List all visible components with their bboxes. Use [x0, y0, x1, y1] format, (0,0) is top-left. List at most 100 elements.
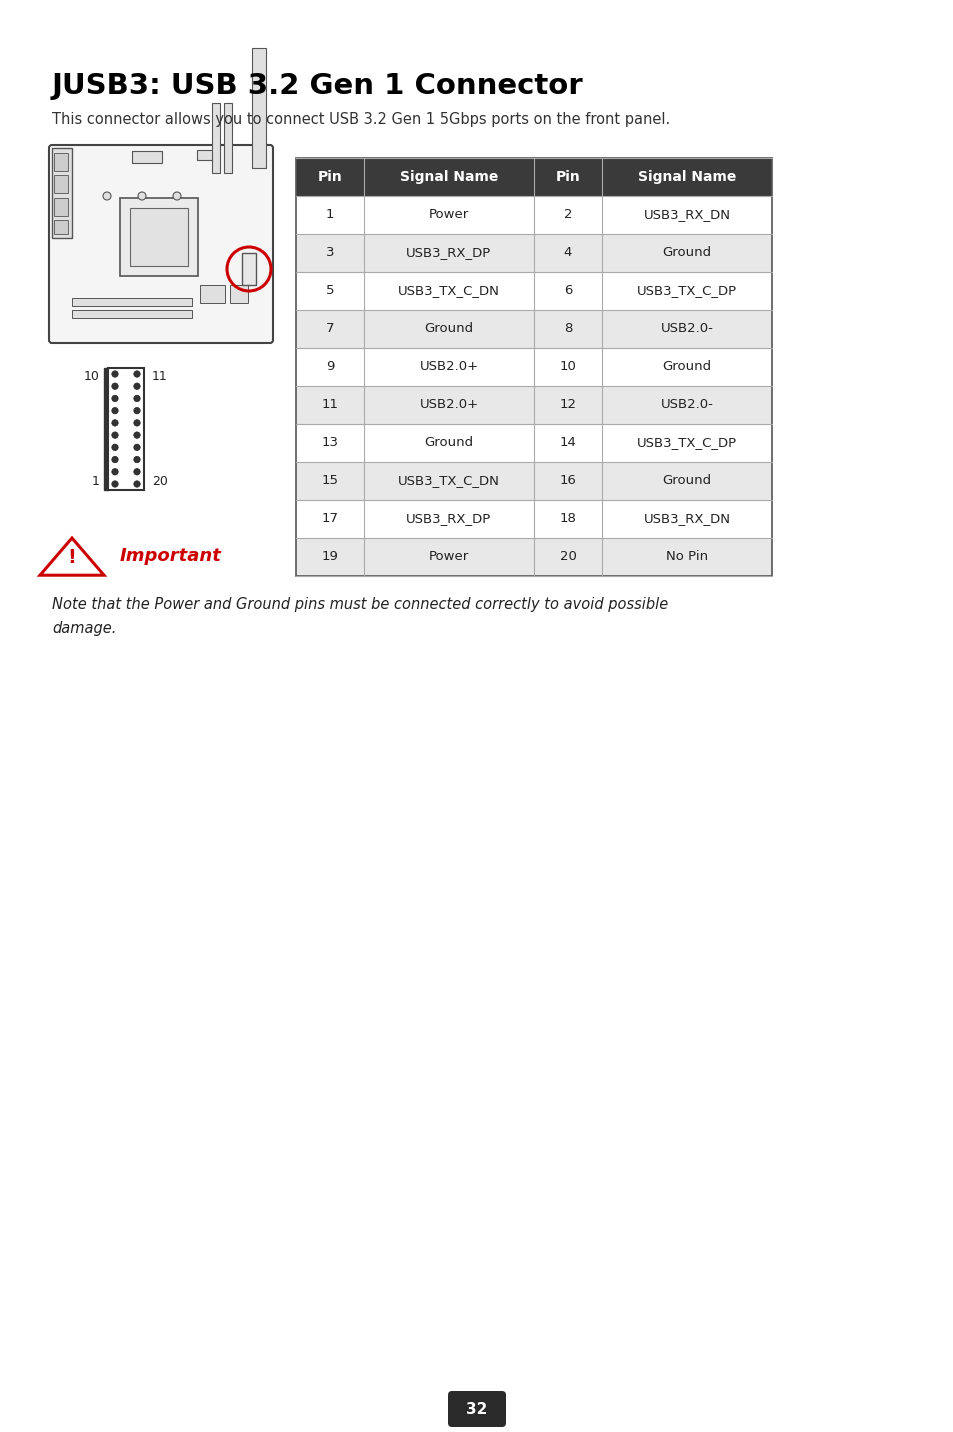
Text: 1: 1: [92, 475, 100, 488]
Circle shape: [112, 395, 118, 401]
Text: USB3_RX_DP: USB3_RX_DP: [406, 246, 491, 259]
Text: 20: 20: [152, 475, 168, 488]
Bar: [364, 196, 534, 233]
Circle shape: [133, 408, 140, 414]
Polygon shape: [40, 538, 104, 576]
Text: 10: 10: [84, 369, 100, 382]
Text: 13: 13: [321, 437, 338, 450]
Bar: [212, 103, 220, 173]
Text: USB3_TX_C_DN: USB3_TX_C_DN: [397, 285, 499, 298]
Bar: [534, 387, 601, 424]
Text: 32: 32: [466, 1402, 487, 1416]
Circle shape: [133, 371, 140, 377]
Bar: [200, 285, 225, 304]
Text: Ground: Ground: [424, 322, 473, 335]
Circle shape: [112, 382, 118, 390]
Bar: [295, 158, 364, 196]
Circle shape: [133, 382, 140, 390]
Text: 14: 14: [559, 437, 576, 450]
Text: USB3_TX_C_DP: USB3_TX_C_DP: [637, 437, 737, 450]
Bar: [295, 348, 364, 387]
Bar: [364, 538, 534, 576]
Text: USB3_TX_C_DP: USB3_TX_C_DP: [637, 285, 737, 298]
Text: USB2.0+: USB2.0+: [419, 398, 478, 411]
Bar: [364, 348, 534, 387]
Bar: [295, 233, 364, 272]
Bar: [54, 153, 68, 170]
Bar: [71, 309, 192, 318]
Circle shape: [133, 468, 140, 475]
Bar: [196, 150, 214, 160]
Bar: [130, 208, 188, 266]
Bar: [534, 463, 601, 500]
Text: USB2.0+: USB2.0+: [419, 361, 478, 374]
Bar: [295, 387, 364, 424]
Bar: [601, 387, 771, 424]
Text: Ground: Ground: [424, 437, 473, 450]
Circle shape: [112, 468, 118, 475]
Bar: [534, 233, 601, 272]
Text: USB3_RX_DN: USB3_RX_DN: [643, 209, 730, 222]
Text: 6: 6: [563, 285, 572, 298]
Text: 11: 11: [152, 369, 168, 382]
Bar: [534, 500, 601, 538]
Text: Pin: Pin: [317, 170, 342, 183]
Text: 18: 18: [559, 513, 576, 526]
Text: This connector allows you to connect USB 3.2 Gen 1 5Gbps ports on the front pane: This connector allows you to connect USB…: [52, 112, 670, 127]
Bar: [601, 196, 771, 233]
Bar: [534, 348, 601, 387]
Text: 16: 16: [559, 474, 576, 487]
Bar: [601, 158, 771, 196]
Bar: [601, 309, 771, 348]
Bar: [295, 309, 364, 348]
Bar: [534, 158, 601, 196]
Text: Ground: Ground: [661, 246, 711, 259]
Bar: [601, 272, 771, 309]
Text: Power: Power: [429, 209, 469, 222]
Text: USB2.0-: USB2.0-: [659, 322, 713, 335]
Text: 5: 5: [325, 285, 334, 298]
Circle shape: [112, 444, 118, 451]
Bar: [120, 198, 198, 276]
FancyBboxPatch shape: [49, 145, 273, 344]
Bar: [364, 500, 534, 538]
Bar: [242, 253, 255, 285]
Bar: [364, 233, 534, 272]
Circle shape: [133, 395, 140, 401]
Text: Signal Name: Signal Name: [638, 170, 736, 183]
Bar: [601, 348, 771, 387]
Circle shape: [133, 457, 140, 463]
Bar: [295, 424, 364, 463]
Text: JUSB3: USB 3.2 Gen 1 Connector: JUSB3: USB 3.2 Gen 1 Connector: [52, 72, 583, 100]
Text: 7: 7: [325, 322, 334, 335]
Bar: [601, 538, 771, 576]
Bar: [364, 309, 534, 348]
Bar: [224, 103, 232, 173]
Bar: [601, 463, 771, 500]
FancyBboxPatch shape: [448, 1390, 505, 1428]
Text: !: !: [68, 548, 76, 567]
Text: 9: 9: [326, 361, 334, 374]
Bar: [71, 298, 192, 306]
Text: 8: 8: [563, 322, 572, 335]
Text: 4: 4: [563, 246, 572, 259]
Text: Pin: Pin: [555, 170, 579, 183]
Bar: [601, 424, 771, 463]
Circle shape: [172, 192, 181, 200]
Bar: [295, 538, 364, 576]
Bar: [295, 463, 364, 500]
Bar: [534, 309, 601, 348]
Text: No Pin: No Pin: [665, 550, 707, 564]
Text: 17: 17: [321, 513, 338, 526]
Bar: [230, 285, 248, 304]
Bar: [54, 198, 68, 216]
Bar: [364, 272, 534, 309]
Text: Signal Name: Signal Name: [399, 170, 497, 183]
Circle shape: [133, 420, 140, 427]
Bar: [295, 196, 364, 233]
Text: 2: 2: [563, 209, 572, 222]
Bar: [54, 175, 68, 193]
Bar: [364, 463, 534, 500]
Bar: [534, 424, 601, 463]
Circle shape: [138, 192, 146, 200]
